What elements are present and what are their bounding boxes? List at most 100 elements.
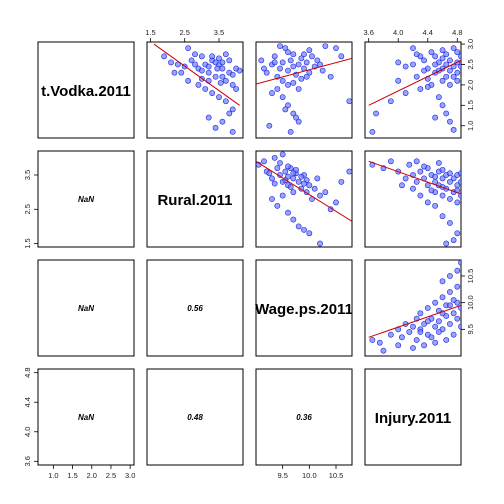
data-point <box>271 59 278 66</box>
data-point <box>432 114 439 121</box>
data-point <box>317 240 323 247</box>
data-point <box>447 302 453 309</box>
data-point <box>373 110 379 117</box>
data-point <box>185 45 192 52</box>
data-point <box>454 199 461 206</box>
data-point <box>424 318 431 325</box>
data-point <box>458 63 461 70</box>
data-point <box>205 69 212 76</box>
data-point <box>258 57 265 64</box>
data-point <box>314 57 321 64</box>
data-point <box>274 202 281 209</box>
data-point <box>269 196 275 202</box>
data-point <box>450 73 457 80</box>
data-point <box>277 43 283 49</box>
data-point <box>435 329 442 335</box>
data-point <box>295 86 302 92</box>
data-point <box>219 59 226 66</box>
data-point <box>443 73 450 80</box>
data-point <box>214 65 221 72</box>
data-point <box>428 49 435 56</box>
data-point <box>447 118 453 125</box>
data-point <box>290 175 297 182</box>
data-point <box>290 110 297 117</box>
data-point <box>439 47 446 54</box>
data-point <box>317 192 323 199</box>
data-point <box>447 178 453 185</box>
data-point <box>338 53 345 60</box>
data-point <box>454 283 461 290</box>
data-point <box>432 61 439 68</box>
data-point <box>450 310 457 317</box>
fit-line <box>256 57 352 85</box>
data-point <box>413 178 420 185</box>
data-point <box>205 63 212 70</box>
data-point <box>443 240 450 247</box>
data-point <box>439 102 446 109</box>
data-point <box>450 175 457 182</box>
data-point <box>450 237 457 244</box>
data-point <box>450 331 457 338</box>
fit-line <box>368 160 461 195</box>
data-point <box>229 71 236 78</box>
data-point <box>198 67 205 74</box>
data-point <box>290 51 297 58</box>
data-point <box>432 299 439 306</box>
scatter-panel-r0-c2 <box>256 43 352 135</box>
data-point <box>290 170 297 177</box>
data-point <box>295 61 302 68</box>
data-point <box>406 329 413 335</box>
scatter-panel-r2-c3 <box>368 260 461 354</box>
data-point <box>450 126 457 133</box>
scatter-panel-r1-c3 <box>368 158 461 247</box>
diagonal-label-1: Rural.2011 <box>157 192 232 209</box>
tick-label: 9.5 <box>277 471 287 480</box>
data-point <box>413 73 420 80</box>
data-point <box>443 110 450 117</box>
data-point <box>439 192 446 199</box>
data-point <box>168 59 174 66</box>
data-point <box>432 53 439 60</box>
data-point <box>192 61 198 68</box>
data-point <box>285 209 291 216</box>
tick-label: 1.5 <box>23 238 32 248</box>
tick-label: 1.5 <box>145 28 155 37</box>
data-point <box>421 57 427 64</box>
tick-label: 2.0 <box>87 471 97 480</box>
scatter-panel-r0-c3 <box>368 45 461 135</box>
data-point <box>454 299 461 306</box>
panel-r2-c0 <box>37 259 135 357</box>
tick-label: 10.5 <box>466 269 475 284</box>
data-point <box>290 216 297 223</box>
data-point <box>269 90 275 96</box>
data-point <box>432 339 439 346</box>
data-point <box>212 124 219 131</box>
data-point <box>421 342 427 349</box>
data-point <box>279 77 286 84</box>
tick-label: 3.6 <box>363 28 373 37</box>
data-point <box>458 323 461 330</box>
data-point <box>301 226 307 233</box>
data-point <box>271 154 278 161</box>
data-point <box>222 77 229 84</box>
data-point <box>229 106 236 113</box>
tick-label: 1.5 <box>67 471 77 480</box>
data-point <box>402 175 409 182</box>
data-point <box>454 77 461 84</box>
data-point <box>229 81 236 88</box>
data-point <box>346 98 352 105</box>
data-point <box>269 175 275 182</box>
data-point <box>458 260 461 266</box>
data-point <box>217 79 224 86</box>
data-point <box>290 79 297 86</box>
tick-label: 3.0 <box>125 471 135 480</box>
fit-line <box>256 160 352 222</box>
data-point <box>309 53 315 60</box>
data-point <box>454 230 461 237</box>
data-point <box>421 163 427 170</box>
tick-label: 10.5 <box>329 471 344 480</box>
tick-label: 3.0 <box>466 39 475 49</box>
fit-line <box>153 43 240 106</box>
data-point <box>435 94 442 101</box>
data-point <box>282 168 289 175</box>
